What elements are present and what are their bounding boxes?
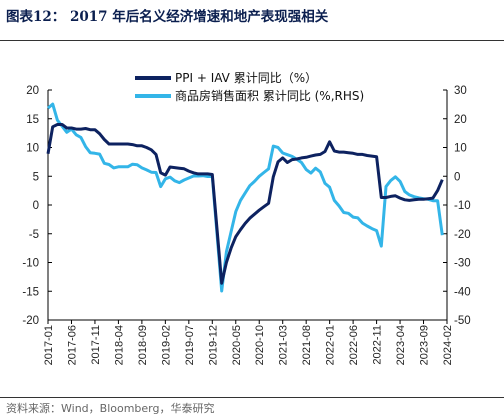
left-tick-label: 5 <box>33 171 39 183</box>
x-tick-label: 2022-01 <box>325 325 337 365</box>
x-tick-label: 2022-11 <box>372 325 384 365</box>
left-tick-label: -10 <box>22 258 39 270</box>
series-layer <box>46 102 444 293</box>
x-tick-label: 2021-08 <box>301 325 313 365</box>
left-tick-label: 10 <box>26 143 39 155</box>
x-tick-label: 2017-06 <box>66 325 78 365</box>
source-note: 资料来源：Wind，Bloomberg，华泰研究 <box>6 402 215 415</box>
x-tick-label: 2022-06 <box>348 325 360 365</box>
chart-title: 图表12： 2017 年后名义经济增速和地产表现强相关 <box>6 9 329 25</box>
x-tick-label: 2023-04 <box>395 325 407 365</box>
legend-item-ppi-iav-label: PPI + IAV 累计同比（%） <box>175 71 317 85</box>
right-tick-label: 30 <box>454 85 467 97</box>
right-tick-label: -30 <box>454 258 471 270</box>
x-tick-label: 2019-07 <box>184 325 196 365</box>
right-tick-label: 10 <box>454 143 467 155</box>
left-tick-label: -5 <box>29 229 39 241</box>
left-tick-label: 0 <box>33 200 39 212</box>
left-tick-label: 20 <box>26 85 39 97</box>
right-tick-label: 20 <box>454 114 467 126</box>
right-tick-label: -50 <box>454 315 471 327</box>
x-tick-label: 2023-09 <box>419 325 431 365</box>
x-tick-label: 2020-05 <box>231 325 243 365</box>
left-tick-label: 15 <box>26 114 39 126</box>
x-tick-label: 2021-03 <box>278 325 290 365</box>
x-tick-label: 2020-10 <box>254 325 266 365</box>
series-housing-sales-line <box>47 102 444 293</box>
x-tick-label: 2018-09 <box>137 325 149 365</box>
x-tick-label: 2019-02 <box>160 325 172 365</box>
left-tick-label: -20 <box>22 315 39 327</box>
right-tick-label: -40 <box>454 286 471 298</box>
right-tick-label: -20 <box>454 229 471 241</box>
right-tick-label: -10 <box>454 200 471 212</box>
plot-frame <box>47 90 448 321</box>
x-axis-ticks: 2017-01 2017-06 2017-11 2018-04 2018-09 2019-… <box>43 320 454 365</box>
left-axis-ticks: 20 15 10 5 0 -5 -10 -15 -20 <box>22 85 52 327</box>
x-tick-label: 2018-04 <box>113 325 125 365</box>
x-tick-label: 2019-12 <box>207 325 219 365</box>
x-tick-label: 2024-02 <box>442 325 454 365</box>
top-rule <box>0 40 504 41</box>
right-axis-ticks: 30 20 10 0 -10 -20 -30 -40 -50 <box>443 85 471 327</box>
x-tick-label: 2017-11 <box>90 325 102 365</box>
x-tick-label: 2017-01 <box>43 325 55 365</box>
chart: 20 15 10 5 0 -5 -10 -15 -20 30 20 10 0 -10 -20 -30 -40 -… <box>22 71 471 365</box>
bottom-rule <box>0 397 504 398</box>
right-tick-label: 0 <box>454 171 460 183</box>
legend-item-housing-sales-label: 商品房销售面积 累计同比 (%,RHS) <box>175 88 364 103</box>
left-tick-label: -15 <box>22 286 39 298</box>
series-ppi-iav-line <box>46 123 444 285</box>
legend: PPI + IAV 累计同比（%） 商品房销售面积 累计同比 (%,RHS) <box>135 71 364 103</box>
